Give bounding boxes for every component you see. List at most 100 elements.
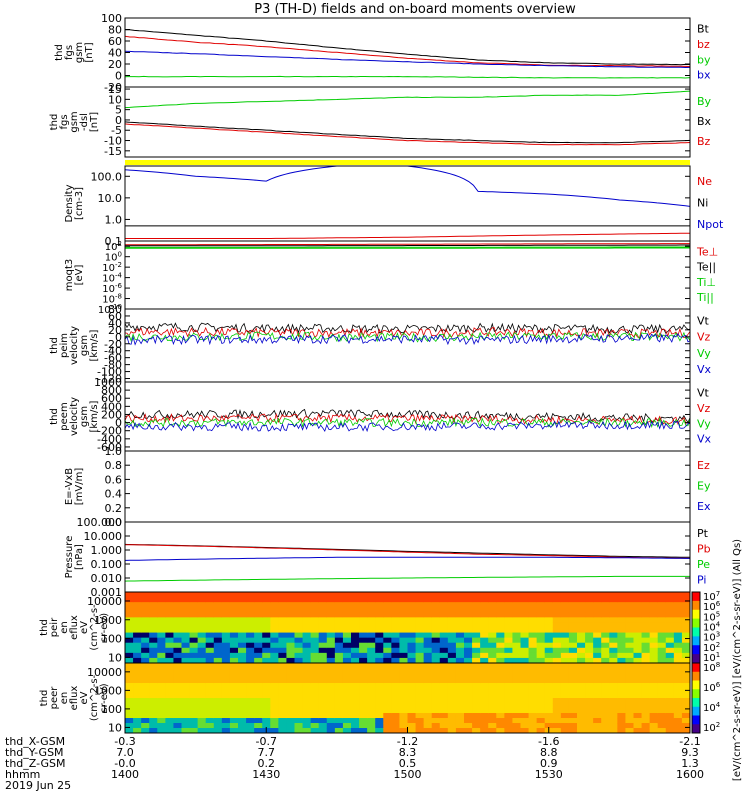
spectrogram-cell xyxy=(359,668,368,674)
legend-entry: bx xyxy=(697,69,711,82)
spectrogram-cell xyxy=(230,663,239,669)
spectrogram-cell xyxy=(617,592,626,598)
spectrogram-cell xyxy=(125,678,134,684)
spectrogram-cell xyxy=(246,678,255,684)
spectrogram-cell xyxy=(222,663,231,669)
spectrogram-cell xyxy=(295,668,304,674)
spectrogram-cell xyxy=(133,713,142,719)
spectrogram-cell xyxy=(529,643,538,649)
spectrogram-cell xyxy=(585,643,594,649)
spectrogram-cell xyxy=(432,708,441,714)
spectrogram-cell xyxy=(682,628,691,634)
spectrogram-cell xyxy=(295,688,304,694)
spectrogram-cell xyxy=(617,663,626,669)
spectrogram-cell xyxy=(198,602,207,608)
legend-entry: Ez xyxy=(697,459,710,472)
spectrogram-cell xyxy=(391,703,400,709)
spectrogram-cell xyxy=(529,628,538,634)
spectrogram-cell xyxy=(593,718,602,724)
spectrogram-cell xyxy=(593,607,602,613)
spectrogram-cell xyxy=(254,698,263,704)
spectrogram-cell xyxy=(198,678,207,684)
spectrogram-cell xyxy=(335,683,344,689)
spectrogram-cell xyxy=(496,602,505,608)
spectrogram-cell xyxy=(440,683,449,689)
spectrogram-cell xyxy=(424,617,433,623)
spectrogram-cell xyxy=(416,673,425,679)
spectrogram-cell xyxy=(246,622,255,628)
spectrogram-cell xyxy=(367,648,376,654)
spectrogram-cell xyxy=(650,708,659,714)
spectrogram-cell xyxy=(133,622,142,628)
spectrogram-cell xyxy=(456,683,465,689)
spectrogram-cell xyxy=(319,683,328,689)
spectrogram-cell xyxy=(561,663,570,669)
spectrogram-cell xyxy=(198,622,207,628)
spectrogram-cell xyxy=(625,678,634,684)
spectrogram-cell xyxy=(609,653,618,659)
spectrogram-cell xyxy=(480,678,489,684)
spectrogram-cell xyxy=(561,607,570,613)
spectrogram-cell xyxy=(682,643,691,649)
spectrogram-cell xyxy=(545,678,554,684)
spectrogram-cell xyxy=(625,592,634,598)
spectrogram-cell xyxy=(327,602,336,608)
spectrogram-cell xyxy=(165,648,174,654)
spectrogram-cell xyxy=(173,688,182,694)
spectrogram-cell xyxy=(303,688,312,694)
spectrogram-cell xyxy=(303,693,312,699)
spectrogram-cell xyxy=(512,643,521,649)
spectrogram-cell xyxy=(658,612,667,618)
spectrogram-cell xyxy=(206,693,215,699)
spectrogram-cell xyxy=(270,638,279,644)
colorbar-tick-label: 108 xyxy=(703,661,720,674)
spectrogram-cell xyxy=(537,703,546,709)
spectrogram-cell xyxy=(343,683,352,689)
spectrogram-cell xyxy=(335,698,344,704)
spectrogram-cell xyxy=(553,607,562,613)
spectrogram-cell xyxy=(464,693,473,699)
spectrogram-cell xyxy=(367,612,376,618)
spectrogram-cell xyxy=(383,653,392,659)
spectrogram-cell xyxy=(561,703,570,709)
spectrogram-cell xyxy=(303,628,312,634)
spectrogram-cell xyxy=(650,678,659,684)
spectrogram-cell xyxy=(278,668,287,674)
spectrogram-cell xyxy=(190,638,199,644)
spectrogram-cell xyxy=(625,693,634,699)
spectrogram-cell xyxy=(488,612,497,618)
spectrogram-cell xyxy=(488,622,497,628)
spectrogram-cell xyxy=(448,688,457,694)
spectrogram-cell xyxy=(480,628,489,634)
date-label: 2019 Jun 25 xyxy=(5,779,71,792)
spectrogram-cell xyxy=(230,673,239,679)
spectrogram-cell xyxy=(391,678,400,684)
spectrogram-cell xyxy=(262,643,271,649)
spectrogram-cell xyxy=(529,597,538,603)
spectrogram-cell xyxy=(593,617,602,623)
spectrogram-cell xyxy=(375,638,384,644)
spectrogram-cell xyxy=(440,668,449,674)
spectrogram-cell xyxy=(222,678,231,684)
spectrogram-cell xyxy=(335,708,344,714)
spectrogram-cell xyxy=(529,718,538,724)
spectrogram-cell xyxy=(375,723,384,729)
spectrogram-cell xyxy=(157,592,166,598)
spectrogram-cell xyxy=(270,668,279,674)
spectrogram-cell xyxy=(464,617,473,623)
spectrogram-cell xyxy=(141,678,150,684)
spectrogram-cell xyxy=(311,708,320,714)
colorbar-tick-label: 104 xyxy=(703,701,721,714)
spectrogram-cell xyxy=(230,718,239,724)
spectrogram-cell xyxy=(432,602,441,608)
spectrogram-cell xyxy=(303,643,312,649)
spectrogram-cell xyxy=(609,693,618,699)
legend-entry: bz xyxy=(697,38,710,51)
spectrogram-cell xyxy=(343,622,352,628)
spectrogram-cell xyxy=(157,698,166,704)
spectrogram-cell xyxy=(682,668,691,674)
spectrogram-cell xyxy=(424,693,433,699)
spectrogram-cell xyxy=(303,708,312,714)
spectrogram-cell xyxy=(206,617,215,623)
spectrogram-cell xyxy=(391,633,400,639)
